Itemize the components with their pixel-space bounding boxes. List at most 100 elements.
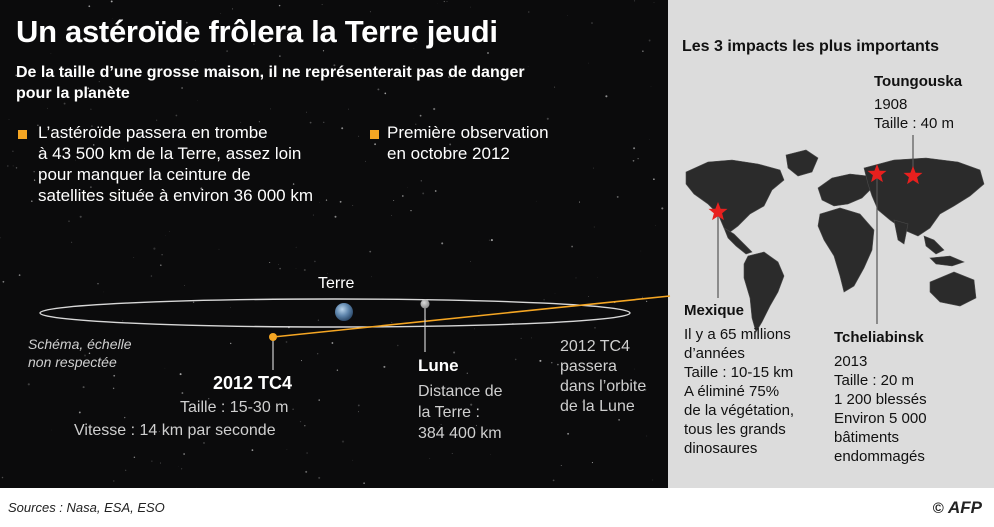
scale-note: Schéma, échelle non respectée bbox=[28, 335, 132, 371]
star bbox=[653, 178, 655, 181]
chelyabinsk-detail-line: bâtiments bbox=[834, 429, 900, 446]
star bbox=[605, 95, 608, 98]
star bbox=[286, 448, 288, 450]
star bbox=[653, 2, 655, 3]
star bbox=[616, 195, 619, 198]
star bbox=[325, 199, 328, 201]
star bbox=[278, 263, 279, 265]
star bbox=[410, 209, 412, 212]
star bbox=[183, 171, 185, 173]
star bbox=[1, 476, 4, 479]
star bbox=[156, 119, 158, 121]
star bbox=[133, 257, 135, 258]
star bbox=[632, 159, 635, 162]
star bbox=[301, 360, 302, 362]
star bbox=[317, 353, 319, 355]
map-australia bbox=[929, 271, 977, 307]
star bbox=[181, 87, 184, 89]
star bbox=[594, 327, 596, 329]
star bbox=[374, 143, 377, 146]
star bbox=[200, 187, 203, 190]
star bbox=[18, 274, 21, 276]
star bbox=[230, 307, 231, 308]
star bbox=[421, 70, 424, 73]
star bbox=[63, 102, 66, 105]
star bbox=[591, 462, 593, 464]
star bbox=[419, 114, 422, 117]
star bbox=[203, 442, 205, 444]
bullet-distance-line: satellites située à environ 36 000 km bbox=[38, 186, 313, 205]
star bbox=[648, 39, 651, 42]
star bbox=[230, 342, 232, 345]
star bbox=[377, 88, 380, 91]
star bbox=[148, 170, 150, 172]
bullet-observation: Première observation en octobre 2012 bbox=[387, 122, 549, 164]
star bbox=[89, 186, 92, 189]
star bbox=[116, 23, 119, 26]
world-map bbox=[685, 135, 985, 333]
star bbox=[183, 453, 185, 455]
star bbox=[87, 87, 90, 90]
star bbox=[321, 4, 323, 5]
star bbox=[8, 119, 10, 121]
star bbox=[543, 299, 545, 301]
star bbox=[429, 458, 431, 459]
mexico-detail-line: Il y a 65 millions bbox=[684, 326, 791, 343]
star bbox=[618, 419, 620, 421]
star bbox=[397, 344, 399, 347]
star bbox=[633, 147, 636, 150]
scale-note-line: non respectée bbox=[28, 354, 117, 370]
credit: © AFP bbox=[933, 498, 982, 518]
star bbox=[339, 200, 342, 203]
star bbox=[605, 390, 606, 392]
star bbox=[588, 296, 589, 297]
star bbox=[391, 321, 393, 324]
star bbox=[470, 6, 471, 8]
star bbox=[68, 220, 70, 223]
star bbox=[478, 311, 480, 313]
star bbox=[407, 187, 408, 188]
star bbox=[122, 320, 124, 322]
star bbox=[113, 374, 116, 377]
star bbox=[251, 449, 254, 451]
star bbox=[253, 43, 255, 45]
bullet-observation-line: en octobre 2012 bbox=[387, 144, 510, 163]
star bbox=[98, 81, 100, 83]
star bbox=[318, 399, 320, 401]
star bbox=[192, 301, 195, 303]
star bbox=[449, 143, 452, 146]
star bbox=[650, 86, 652, 88]
star bbox=[334, 215, 337, 218]
star bbox=[50, 53, 52, 54]
star bbox=[575, 277, 577, 279]
map-africa bbox=[817, 207, 875, 293]
star bbox=[232, 428, 235, 431]
tunguska-impact-icon bbox=[903, 166, 923, 185]
bullet-observation-line: Première observation bbox=[387, 123, 549, 142]
star bbox=[2, 280, 5, 283]
orbit-note-line: passera bbox=[560, 358, 617, 375]
star bbox=[557, 363, 559, 366]
star bbox=[591, 22, 593, 24]
star bbox=[292, 183, 295, 185]
star bbox=[33, 171, 35, 173]
star bbox=[33, 179, 36, 181]
star bbox=[363, 482, 365, 484]
star bbox=[560, 464, 562, 467]
orbit-note-line: 2012 TC4 bbox=[560, 338, 630, 355]
star bbox=[279, 267, 281, 270]
tunguska-detail-line: 1908 bbox=[874, 96, 908, 113]
star bbox=[352, 459, 354, 461]
bullet-distance-line: L’astéroïde passera en trombe bbox=[38, 123, 268, 142]
star bbox=[539, 359, 542, 362]
star bbox=[304, 424, 306, 427]
star bbox=[327, 273, 328, 275]
moon-distance-line: Distance de bbox=[418, 383, 503, 400]
star bbox=[269, 108, 272, 110]
star bbox=[415, 123, 417, 125]
star bbox=[37, 124, 39, 126]
star bbox=[642, 50, 644, 52]
star bbox=[520, 337, 522, 339]
star bbox=[358, 411, 359, 413]
star bbox=[554, 86, 556, 88]
